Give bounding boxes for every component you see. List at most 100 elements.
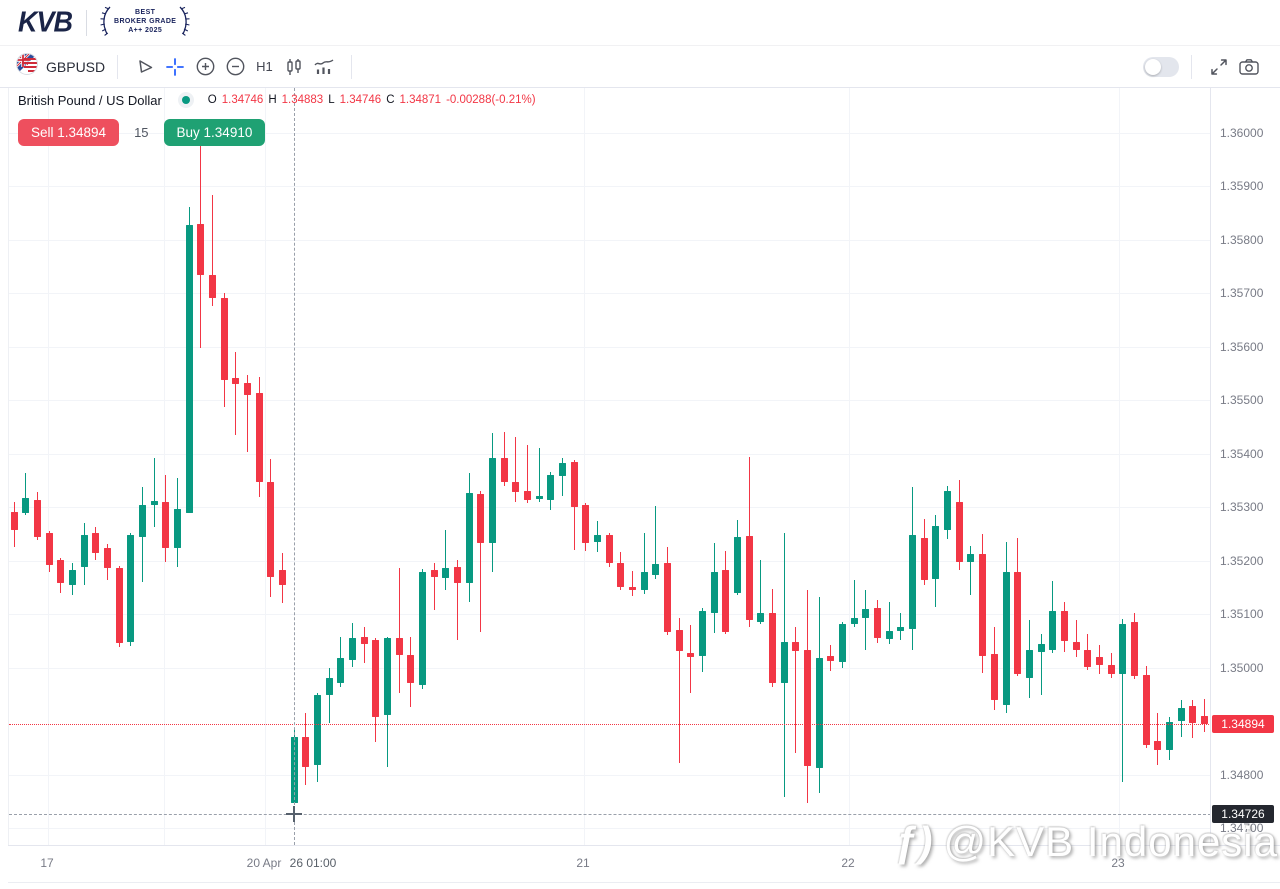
- candles-icon: [284, 57, 304, 77]
- time-axis-label: 20 Apr: [246, 856, 282, 870]
- price-axis[interactable]: 1.36000 1.35900 1.35800 1.35700 1.35600 1.355…: [1210, 88, 1280, 845]
- toggle-knob: [1145, 58, 1161, 75]
- gridline-horizontal: [9, 346, 1211, 348]
- candle: [652, 564, 660, 575]
- candle: [162, 501, 170, 549]
- zoom-out-button[interactable]: [220, 52, 250, 82]
- candle: [150, 500, 158, 505]
- candle: [255, 393, 263, 482]
- candle: [1107, 664, 1115, 675]
- cursor-tool-button[interactable]: [130, 52, 160, 82]
- candle: [570, 462, 578, 507]
- price-axis-label: 1.35200: [1220, 553, 1264, 568]
- gridline-horizontal: [9, 239, 1211, 241]
- candle: [1142, 674, 1150, 745]
- kvb-bubble-icon: ƒ): [894, 818, 934, 865]
- watermark: ƒ) @KVB Indonesia: [894, 818, 1278, 866]
- screenshot-button[interactable]: [1234, 52, 1264, 82]
- gridline-horizontal: [9, 614, 1211, 615]
- candle: [243, 382, 251, 395]
- candle: [967, 554, 975, 562]
- candle: [990, 653, 998, 701]
- candle-wick: [632, 570, 633, 596]
- trade-button-row: Sell 1.34894 15 Buy 1.34910: [18, 119, 266, 146]
- gridline-vertical: [849, 88, 850, 845]
- candle: [489, 457, 496, 543]
- candle: [1095, 657, 1103, 665]
- candle-wick: [970, 546, 972, 595]
- candle-wick: [211, 194, 213, 306]
- candle: [559, 463, 566, 476]
- price-axis-label: 1.35000: [1220, 660, 1264, 675]
- zoom-in-button[interactable]: [190, 52, 220, 82]
- price-axis-label: 1.36000: [1220, 125, 1264, 140]
- gridline-vertical: [584, 88, 585, 845]
- toggle-switch[interactable]: [1143, 56, 1179, 77]
- candle-wick: [643, 533, 645, 594]
- candle: [780, 641, 788, 683]
- candle: [220, 297, 228, 380]
- candle: [383, 638, 391, 716]
- candle-wick: [1040, 634, 1042, 695]
- candle-wick: [445, 529, 447, 590]
- candle: [1049, 611, 1057, 650]
- candle: [1002, 571, 1010, 705]
- candle: [850, 617, 858, 625]
- gridline-horizontal: [9, 667, 1211, 669]
- candle: [185, 225, 193, 513]
- chart-style-button[interactable]: [279, 52, 309, 82]
- watermark-text: @KVB Indonesia: [943, 818, 1278, 865]
- candle: [862, 609, 870, 618]
- gridline-vertical: [48, 88, 49, 845]
- kvb-logo: KVB: [18, 6, 73, 38]
- candle: [547, 474, 555, 500]
- candle: [1165, 721, 1173, 750]
- candle: [33, 500, 41, 537]
- crosshair-tool-button[interactable]: [160, 52, 190, 82]
- candle-wick: [760, 560, 762, 625]
- crosshair-marker: [286, 813, 302, 816]
- price-axis-label: 1.35600: [1220, 339, 1264, 354]
- candle: [418, 571, 426, 686]
- candle-wick: [655, 505, 657, 579]
- candle-wick: [853, 579, 855, 628]
- change-value: -0.00288(-0.21%): [446, 94, 536, 106]
- fullscreen-button[interactable]: [1204, 52, 1234, 82]
- candle-wick: [457, 560, 458, 641]
- price-axis-label: 1.35400: [1220, 446, 1264, 461]
- candlestick-chart[interactable]: [8, 88, 1211, 845]
- cursor-icon: [135, 57, 155, 77]
- price-axis-label: 1.34700: [1220, 821, 1264, 835]
- candle: [1200, 715, 1208, 725]
- candle: [232, 378, 240, 384]
- high-label: H: [268, 94, 277, 106]
- gridline-horizontal: [9, 507, 1211, 508]
- candle: [885, 631, 893, 640]
- candle: [535, 496, 543, 499]
- candle-wick: [678, 617, 680, 764]
- gridline-horizontal: [9, 293, 1211, 294]
- candle-wick: [433, 563, 435, 611]
- candle: [629, 586, 636, 590]
- candle: [1154, 740, 1162, 750]
- candle: [372, 640, 380, 717]
- buy-button[interactable]: Buy 1.34910: [163, 119, 266, 146]
- zoom-in-icon: [195, 56, 216, 77]
- candle-wick: [865, 589, 867, 651]
- candle: [955, 501, 963, 562]
- candle: [815, 657, 823, 769]
- candle-wick: [363, 626, 365, 664]
- timeframe-button[interactable]: H1: [256, 59, 273, 74]
- gridline-vertical: [265, 88, 266, 845]
- sell-button[interactable]: Sell 1.34894: [18, 119, 120, 146]
- time-axis[interactable]: 17 20 Apr 26 01:00 21 22 23: [8, 845, 1280, 883]
- indicators-button[interactable]: [309, 52, 339, 82]
- candle: [430, 570, 438, 578]
- chart-legend: British Pound / US Dollar O 1.34746 H 1.…: [18, 92, 536, 108]
- symbol-selector[interactable]: GBPUSD: [16, 53, 105, 80]
- time-axis-label: 17: [40, 856, 54, 870]
- candle: [57, 560, 65, 583]
- candle-wick: [153, 457, 155, 527]
- candle: [827, 656, 835, 662]
